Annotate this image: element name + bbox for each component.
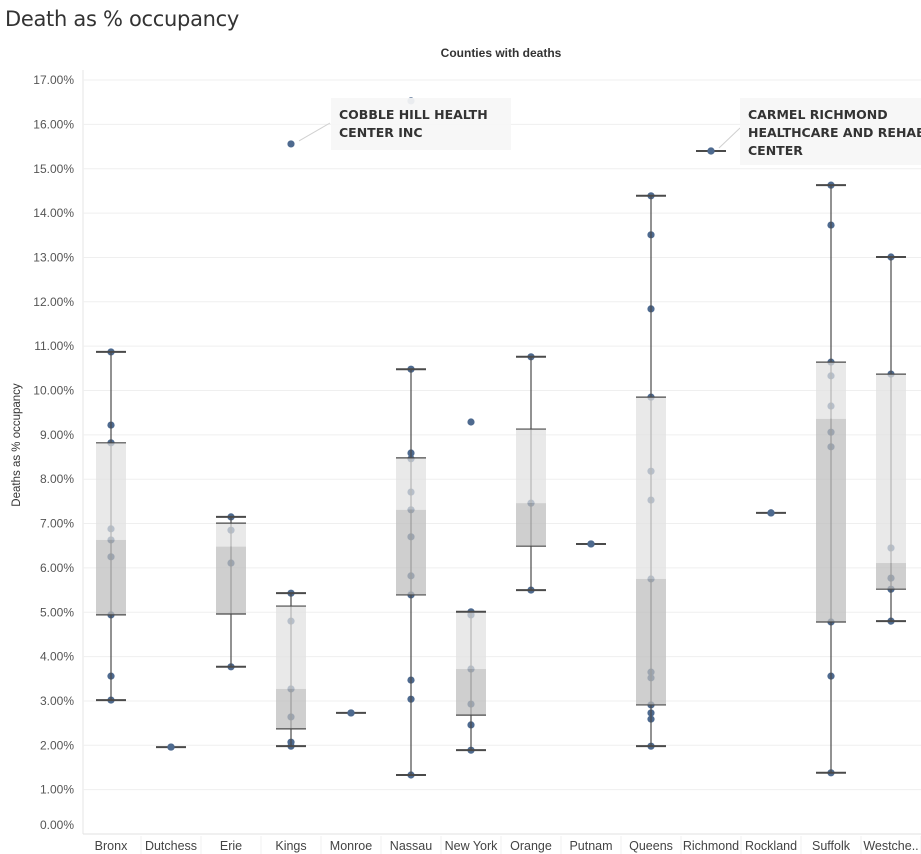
category-group-bronx: [96, 348, 126, 704]
x-category-label: Queens: [629, 839, 673, 853]
category-group-new-york: [456, 418, 486, 754]
data-point[interactable]: [587, 540, 595, 548]
data-point[interactable]: [167, 743, 175, 751]
y-tick-label: 2.00%: [40, 738, 74, 752]
category-group-kings: [276, 140, 306, 750]
y-tick-label: 7.00%: [40, 517, 74, 531]
box-lower: [516, 503, 546, 547]
box-lower: [96, 539, 126, 615]
annotation-text: COBBLE HILL HEALTH: [339, 107, 488, 122]
column-header: Counties with deaths: [441, 46, 562, 60]
box-upper: [396, 457, 426, 510]
x-category-label: Kings: [275, 839, 306, 853]
annotation-callout: CARMEL RICHMOND HEALTHCARE AND REHAB CENTE…: [718, 98, 921, 165]
box-lower: [876, 563, 906, 590]
box-upper: [96, 442, 126, 540]
box-upper: [516, 429, 546, 504]
y-tick-label: 8.00%: [40, 472, 74, 486]
y-tick-label: 9.00%: [40, 428, 74, 442]
y-tick-label: 13.00%: [33, 250, 74, 264]
y-tick-label: 4.00%: [40, 650, 74, 664]
annotation-text: HEALTHCARE AND REHAB: [748, 125, 921, 140]
box-lower: [816, 418, 846, 623]
box-lower: [276, 688, 306, 729]
x-category-label: Nassau: [390, 839, 432, 853]
box-lower: [456, 669, 486, 716]
y-tick-label: 14.00%: [33, 206, 74, 220]
box-lower: [216, 546, 246, 615]
data-point[interactable]: [707, 147, 715, 155]
annotation-leader-line: [718, 127, 741, 149]
y-tick-label: 6.00%: [40, 561, 74, 575]
box-lower: [396, 509, 426, 595]
data-point[interactable]: [287, 140, 295, 148]
category-group-orange: [516, 353, 546, 594]
y-tick-label: 0.00%: [40, 818, 74, 832]
y-tick-label: 16.00%: [33, 117, 74, 131]
category-group-nassau: [396, 97, 426, 779]
data-point[interactable]: [467, 418, 475, 426]
y-tick-label: 11.00%: [34, 339, 74, 353]
annotation-leader-line: [298, 122, 331, 142]
category-group-westche-: [876, 253, 906, 625]
y-tick-label: 12.00%: [33, 295, 74, 309]
category-group-dutchess: [156, 743, 186, 751]
category-group-richmond: [696, 147, 726, 155]
box-upper: [636, 397, 666, 579]
category-group-rockland: [756, 509, 786, 517]
x-category-label: Putnam: [569, 839, 612, 853]
category-group-suffolk: [816, 181, 846, 777]
annotation-box: [740, 98, 921, 165]
box-lower: [636, 578, 666, 705]
annotation-text: CENTER: [748, 143, 803, 158]
annotation-text: CENTER INC: [339, 125, 423, 140]
y-tick-label: 3.00%: [40, 694, 74, 708]
box-upper: [216, 523, 246, 547]
data-point[interactable]: [767, 509, 775, 517]
category-group-putnam: [576, 540, 606, 548]
y-tick-label: 17.00%: [33, 73, 74, 87]
x-category-label: Orange: [510, 839, 552, 853]
y-tick-label: 10.00%: [33, 384, 74, 398]
x-category-label: Westche..: [863, 839, 918, 853]
x-category-label: Dutchess: [145, 839, 197, 853]
box-upper: [876, 374, 906, 564]
category-group-queens: [636, 192, 666, 750]
chart-title: Death as % occupancy: [5, 7, 240, 31]
y-tick-label: 1.00%: [40, 783, 74, 797]
annotation-text: CARMEL RICHMOND: [748, 107, 888, 122]
box-upper: [456, 611, 486, 670]
data-point[interactable]: [347, 709, 355, 717]
x-category-label: New York: [445, 839, 499, 853]
category-group-monroe: [336, 709, 366, 717]
x-category-label: Erie: [220, 839, 242, 853]
x-category-label: Richmond: [683, 839, 739, 853]
x-category-label: Bronx: [95, 839, 128, 853]
x-category-label: Rockland: [745, 839, 797, 853]
annotation-callout: COBBLE HILL HEALTH CENTER INC: [298, 98, 511, 150]
category-group-erie: [216, 513, 246, 671]
box-upper: [276, 606, 306, 689]
x-category-label: Monroe: [330, 839, 372, 853]
y-tick-label: 5.00%: [40, 605, 74, 619]
annotation-box: [331, 98, 511, 150]
y-axis-label: Deaths as % occupancy: [11, 383, 23, 507]
box-upper: [816, 362, 846, 419]
y-tick-label: 15.00%: [33, 162, 74, 176]
x-category-label: Suffolk: [812, 839, 851, 853]
